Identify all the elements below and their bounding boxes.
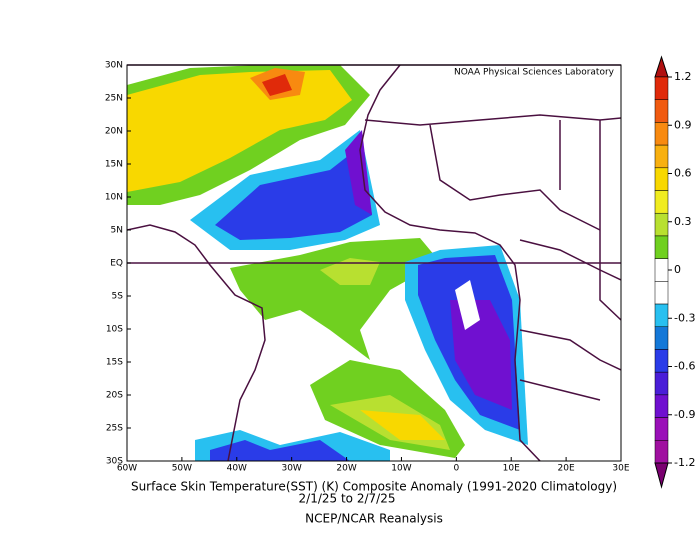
lon-label: 60W xyxy=(117,464,137,474)
colorbar-bin xyxy=(654,190,669,214)
colorbar-label: 0.9 xyxy=(674,118,692,131)
colorbar-bin xyxy=(654,394,669,418)
lon-label: 30E xyxy=(612,464,629,474)
lon-label: 50W xyxy=(172,464,192,474)
colorbar-arrow xyxy=(654,55,669,78)
lat-label: EQ xyxy=(110,259,123,269)
anomaly-field xyxy=(127,65,528,461)
colorbar-bin xyxy=(654,212,669,237)
colorbar-label: -1.2 xyxy=(674,456,695,469)
colorbar-bin xyxy=(654,144,669,169)
lat-label: 10N xyxy=(105,193,123,203)
colorbar-bin xyxy=(654,440,669,464)
colorbar-bin xyxy=(654,303,669,328)
coastlines xyxy=(127,65,621,461)
lon-label: 0 xyxy=(453,464,459,474)
colorbar-label: 0.3 xyxy=(674,215,692,228)
colorbar-bin xyxy=(654,167,669,191)
lat-label: 30S xyxy=(106,457,123,467)
lat-label: 25S xyxy=(106,424,123,434)
colorbar-bin xyxy=(654,326,669,350)
colorbar-bin xyxy=(654,122,669,146)
colorbar-label: 0.6 xyxy=(674,167,692,180)
lat-label: 15S xyxy=(106,358,123,368)
lon-label: 20E xyxy=(558,464,575,474)
colorbar-bin xyxy=(654,371,669,396)
colorbar-arrow xyxy=(654,462,669,489)
lat-label: 5N xyxy=(111,226,123,236)
lon-label: 20W xyxy=(336,464,356,474)
colorbar-bin xyxy=(654,281,669,305)
lat-label: 10S xyxy=(106,325,123,335)
colorbar-bin xyxy=(654,349,669,373)
credit: NOAA Physical Sciences Laboratory xyxy=(454,68,615,78)
colorbar-bin xyxy=(654,76,669,100)
lon-label: 10W xyxy=(391,464,411,474)
colorbar-bin xyxy=(654,99,669,123)
colorbar-bin xyxy=(654,258,669,282)
colorbar-label: 1.2 xyxy=(674,70,692,83)
colorbar-label: 0 xyxy=(674,263,681,276)
colorbar-bin xyxy=(654,235,669,259)
colorbar-label: -0.6 xyxy=(674,360,695,373)
lon-label: 40W xyxy=(227,464,247,474)
colorbar-bin xyxy=(654,417,669,441)
lat-label: 25N xyxy=(105,94,123,104)
lat-label: 30N xyxy=(105,61,123,71)
lat-label: 20S xyxy=(106,391,123,401)
lat-label: 20N xyxy=(105,127,123,137)
lon-label: 10E xyxy=(503,464,520,474)
title: Surface Skin Temperature(SST) (K) Compos… xyxy=(131,480,617,494)
dates: 2/1/25 to 2/7/25 xyxy=(299,492,396,506)
lat-label: 5S xyxy=(112,292,124,302)
colorbar-label: -0.3 xyxy=(674,311,695,324)
lat-label: 15N xyxy=(105,160,123,170)
colorbar-label: -0.9 xyxy=(674,408,695,421)
lon-label: 30W xyxy=(281,464,301,474)
source: NCEP/NCAR Reanalysis xyxy=(305,512,443,526)
